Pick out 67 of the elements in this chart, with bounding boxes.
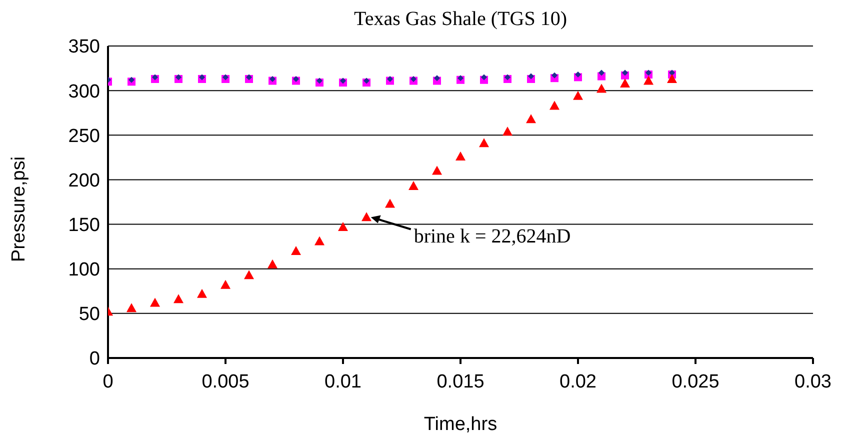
x-tick-label: 0.01: [324, 371, 362, 392]
y-tick-label: 150: [68, 215, 100, 236]
point: [128, 76, 134, 83]
point: [552, 72, 558, 78]
x-tick-label: 0.02: [560, 371, 596, 392]
point: [268, 259, 278, 268]
y-tick-label: 100: [68, 260, 100, 281]
point: [550, 100, 560, 110]
x-tick-label: 0.015: [436, 371, 484, 392]
point: [669, 70, 675, 76]
chart-title: Texas Gas Shale (TGS 10): [353, 8, 568, 31]
point: [126, 303, 136, 312]
point: [270, 76, 276, 82]
point: [526, 114, 536, 124]
y-tick-label: 250: [68, 126, 100, 147]
point: [199, 74, 205, 80]
point: [644, 76, 654, 85]
point: [385, 198, 395, 208]
point: [316, 78, 322, 84]
point: [291, 246, 301, 256]
point: [314, 236, 324, 246]
point: [362, 212, 372, 222]
point: [646, 70, 652, 76]
x-tick-label: 0: [102, 371, 114, 392]
point: [504, 74, 510, 80]
point: [340, 78, 346, 84]
point: [528, 73, 534, 80]
point: [364, 78, 370, 84]
point: [502, 126, 512, 136]
x-tick-label: 0.03: [794, 371, 832, 392]
point: [479, 138, 489, 148]
x-tick-label: 0.025: [672, 371, 720, 392]
annotation: brine k = 22,624nD: [414, 225, 571, 248]
y-tick-label: 50: [78, 304, 100, 326]
y-tick-label: 300: [68, 81, 100, 102]
point: [456, 152, 466, 161]
point: [596, 84, 606, 93]
point: [174, 294, 184, 304]
y-tick-label: 350: [68, 36, 100, 58]
point: [408, 180, 418, 190]
point: [573, 90, 583, 100]
point: [667, 74, 677, 83]
point: [150, 298, 160, 307]
point: [387, 76, 393, 82]
point: [293, 76, 299, 82]
point: [246, 74, 252, 80]
point: [197, 288, 207, 298]
point: [176, 74, 182, 80]
y-axis-title: Pressure,psi: [8, 156, 30, 262]
y-tick-label: 200: [68, 170, 100, 192]
point: [434, 75, 440, 82]
point: [575, 72, 581, 78]
point: [410, 76, 416, 82]
x-axis-title: Time,hrs: [424, 414, 498, 435]
x-tick-label: 0.005: [202, 371, 250, 392]
point: [598, 70, 604, 76]
point: [622, 70, 628, 76]
point: [220, 280, 230, 289]
point: [620, 78, 630, 88]
point: [481, 74, 487, 80]
point: [244, 270, 254, 280]
point: [152, 74, 158, 80]
point: [458, 75, 464, 82]
y-tick-label: 0: [89, 348, 100, 370]
point: [432, 166, 442, 175]
point: [338, 222, 348, 231]
point: [222, 74, 228, 80]
